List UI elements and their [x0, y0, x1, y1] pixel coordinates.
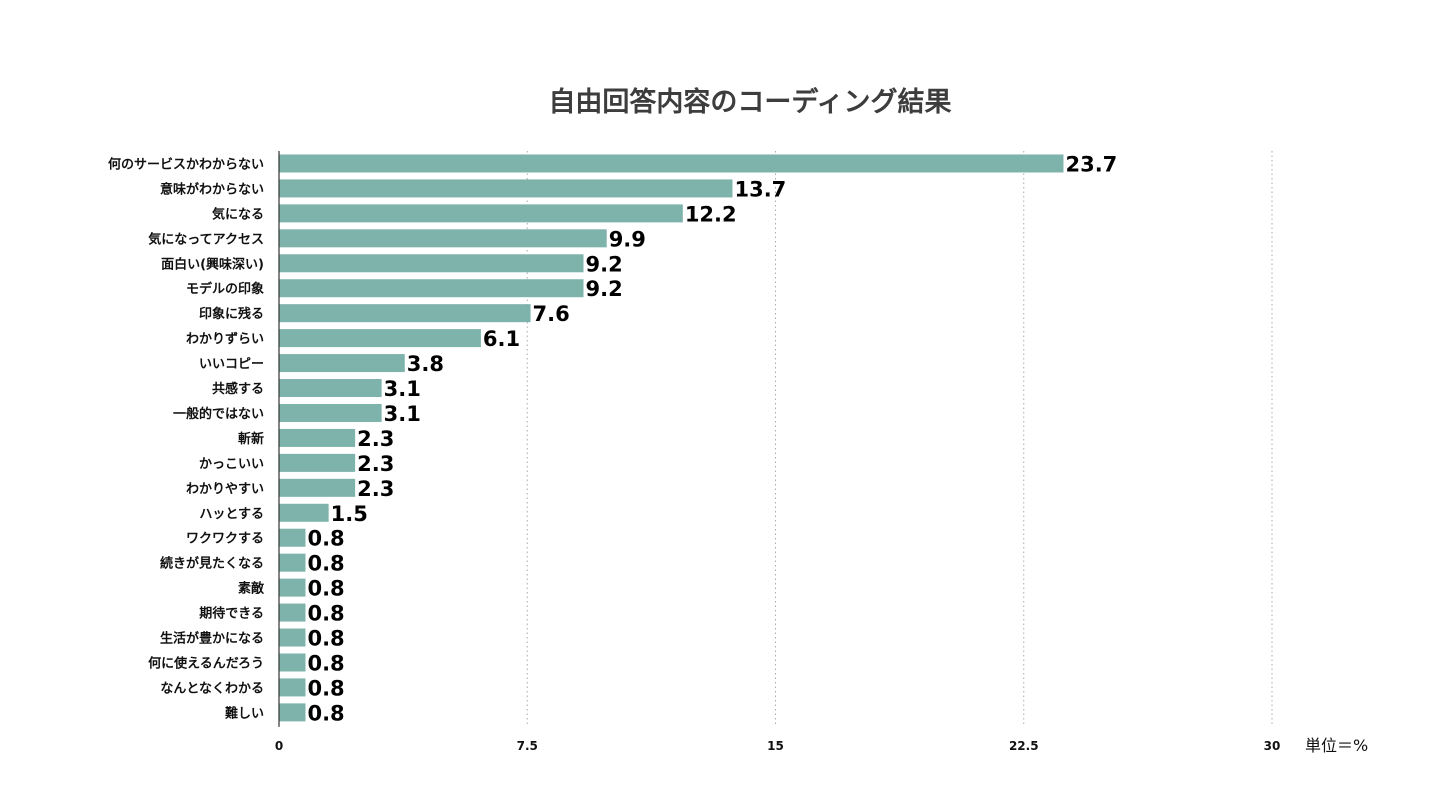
bar — [279, 329, 481, 348]
x-tick-label: 0 — [275, 739, 283, 753]
category-label: 生活が豊かになる — [160, 631, 264, 647]
category-label: 何に使えるんだろう — [148, 655, 264, 671]
data-label: 0.8 — [307, 701, 344, 725]
bar — [279, 703, 306, 722]
category-label: 共感する — [212, 381, 264, 397]
category-label: 期待できる — [199, 606, 264, 622]
category-label: 素敵 — [238, 581, 265, 597]
bar — [279, 403, 382, 422]
bar — [279, 453, 356, 472]
bar — [279, 254, 584, 273]
category-label: わかりやすい — [186, 482, 264, 497]
bar — [279, 179, 733, 198]
category-label: ワクワクする — [186, 532, 264, 547]
data-label: 3.1 — [384, 402, 421, 426]
data-label: 0.8 — [307, 527, 344, 551]
data-label: 3.1 — [384, 377, 421, 401]
category-label: 面白い(興味深い) — [161, 256, 264, 272]
data-label: 23.7 — [1065, 152, 1117, 176]
bar — [279, 603, 306, 622]
chart-title: 自由回答内容のコーディング結果 — [548, 87, 952, 118]
bar — [279, 578, 306, 597]
category-label: 気になる — [212, 206, 264, 222]
category-label: モデルの印象 — [186, 281, 264, 297]
data-label: 0.8 — [307, 602, 344, 626]
category-label: 印象に残る — [199, 306, 264, 322]
bar — [279, 628, 306, 647]
bar — [279, 304, 531, 323]
bar — [279, 553, 306, 572]
bar — [279, 354, 405, 373]
data-label: 0.8 — [307, 676, 344, 700]
category-label: なんとなくわかる — [160, 681, 264, 696]
data-label: 2.3 — [357, 452, 394, 476]
bar — [279, 229, 607, 248]
data-label: 1.5 — [331, 502, 368, 526]
x-tick-label: 7.5 — [517, 739, 538, 753]
category-label: 難しい — [225, 705, 264, 721]
data-label: 2.3 — [357, 477, 394, 501]
category-label: わかりずらい — [186, 331, 264, 347]
data-label: 3.8 — [407, 352, 444, 376]
bar — [279, 204, 683, 223]
data-label: 6.1 — [483, 327, 520, 351]
category-label: 何のサービスかわからない — [108, 156, 264, 172]
category-label: 続きが見たくなる — [160, 556, 264, 572]
bar — [279, 478, 356, 497]
category-label: 意味がわからない — [160, 181, 264, 197]
bar — [279, 528, 306, 547]
data-label: 12.2 — [685, 202, 737, 226]
data-label: 9.2 — [586, 277, 623, 301]
data-label: 13.7 — [734, 177, 786, 201]
category-label: 気になってアクセス — [148, 231, 264, 247]
unit-label: 単位＝% — [1305, 736, 1369, 755]
x-tick-label: 15 — [767, 739, 784, 753]
data-label: 9.9 — [609, 227, 646, 251]
data-label: 9.2 — [586, 252, 623, 276]
category-label: ハッとする — [199, 507, 264, 522]
bar — [279, 653, 306, 672]
bar — [279, 154, 1064, 173]
data-label: 0.8 — [307, 577, 344, 601]
category-label: 斬新 — [238, 431, 264, 447]
data-label: 0.8 — [307, 651, 344, 675]
x-tick-label: 22.5 — [1009, 739, 1039, 753]
bar — [279, 503, 329, 522]
category-label: かっこいい — [199, 457, 264, 472]
data-label: 0.8 — [307, 552, 344, 576]
bar — [279, 279, 584, 298]
data-label: 2.3 — [357, 427, 394, 451]
data-label: 0.8 — [307, 627, 344, 651]
data-label: 7.6 — [533, 302, 570, 326]
bar — [279, 678, 306, 697]
bar — [279, 428, 356, 447]
category-label: いいコピー — [199, 357, 264, 372]
x-tick-label: 30 — [1264, 739, 1281, 753]
bar — [279, 379, 382, 398]
category-label: 一般的ではない — [173, 406, 264, 422]
